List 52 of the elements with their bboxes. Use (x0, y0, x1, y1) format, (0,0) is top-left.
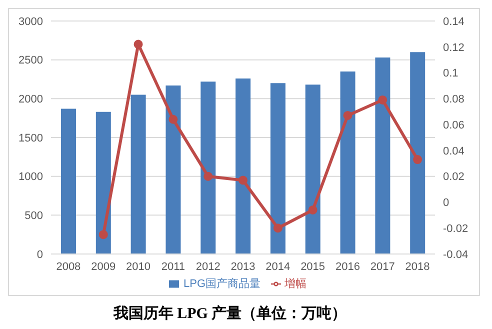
y2-tick-label: 0.04 (443, 145, 464, 158)
y2-tick-label: 0 (443, 197, 450, 210)
x-tick-label: 2011 (161, 260, 186, 273)
y2-tick-label: 0.1 (443, 68, 458, 80)
bar (200, 82, 216, 254)
bar (410, 52, 426, 254)
x-tick-label: 2018 (405, 260, 430, 273)
point (378, 95, 388, 104)
point (273, 224, 282, 233)
bar (236, 78, 251, 254)
y-tick-label: 0 (36, 248, 43, 261)
bar (340, 71, 356, 254)
x-tick-label: 2017 (370, 260, 395, 273)
x-tick-label: 2015 (300, 260, 326, 273)
y-tick-label: 1000 (18, 171, 43, 184)
x-tick-label: 2010 (126, 260, 151, 273)
y-tick-label: 500 (24, 210, 43, 222)
point (204, 172, 213, 181)
point (343, 110, 352, 120)
point (308, 205, 318, 214)
y2-tick-label: 0.02 (443, 171, 464, 184)
bar (375, 58, 390, 254)
x-tick-label: 2008 (56, 260, 81, 273)
bar (166, 85, 181, 254)
point (413, 155, 422, 164)
y2-tick-label: -0.04 (443, 248, 468, 261)
bar (96, 112, 111, 254)
point (238, 176, 248, 185)
y2-tick-label: -0.02 (443, 223, 468, 236)
bar (61, 108, 76, 254)
legend-label: LPG国产商品量 (183, 278, 260, 290)
x-tick-label: 2013 (230, 260, 256, 273)
legend-label: 增幅 (284, 278, 306, 290)
bar (270, 83, 286, 254)
y-tick-label: 2500 (18, 54, 43, 67)
point (134, 40, 143, 49)
x-tick-label: 2012 (196, 260, 220, 273)
y-tick-label: 1500 (18, 132, 43, 144)
point (168, 114, 178, 124)
y-tick-label: 2000 (18, 94, 43, 106)
x-tick-label: 2014 (266, 260, 290, 273)
y2-tick-label: 0.06 (443, 119, 464, 132)
text: 我国历年 LPG 产量（单位：万吨） (112, 304, 348, 323)
y-tick-label: 3000 (18, 16, 43, 28)
y2-tick-label: 0.12 (443, 42, 464, 54)
y2-tick-label: 0.08 (443, 94, 464, 106)
bar (305, 84, 320, 254)
x-tick-label: 2009 (91, 260, 116, 273)
y2-tick-label: 0.14 (443, 16, 464, 28)
bar (130, 94, 146, 254)
x-tick-label: 2016 (335, 260, 360, 273)
point (98, 230, 108, 240)
